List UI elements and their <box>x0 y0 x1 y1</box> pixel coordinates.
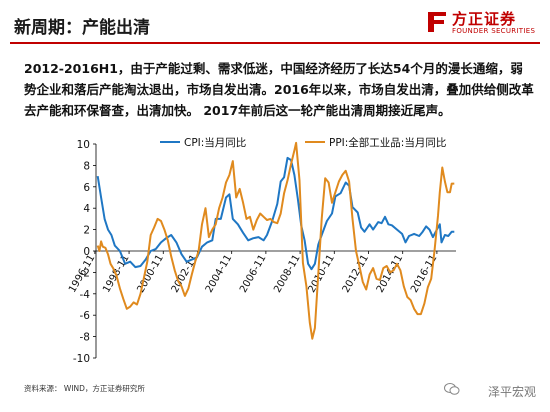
y-tick-label: -6 <box>80 310 91 322</box>
ppi-series-line <box>96 141 455 340</box>
y-tick-label: 4 <box>83 203 90 215</box>
page-title: 新周期：产能出清 <box>14 18 150 38</box>
y-tick-label: 2 <box>83 225 90 237</box>
y-tick-label: -2 <box>80 267 90 279</box>
logo-text-en: FOUNDER SECURITIES <box>452 27 536 35</box>
source-note: 资料来源： WIND，方正证券研究所 <box>24 384 145 393</box>
watermark: 泽平宏观 <box>487 385 536 399</box>
y-tick-label: 6 <box>83 182 90 194</box>
company-logo: 方正证券 FOUNDER SECURITIES <box>426 8 536 38</box>
legend-label: CPI:当月同比 <box>184 136 246 149</box>
y-tick-label: 10 <box>77 139 90 151</box>
y-tick-label: -10 <box>73 353 90 365</box>
y-tick-label: -8 <box>80 332 90 344</box>
header-divider <box>10 42 540 44</box>
x-tick-label: 2004-11 <box>204 253 234 295</box>
wechat-icon <box>444 383 460 395</box>
header: 新周期：产能出清 方正证券 FOUNDER SECURITIES <box>0 0 550 44</box>
logo-mark-icon <box>428 12 446 32</box>
legend-label: PPI:全部工业品:当月同比 <box>329 136 446 149</box>
logo-text-cn: 方正证券 <box>452 10 517 28</box>
y-tick-label: 0 <box>83 246 90 258</box>
x-tick-label: 2006-11 <box>238 253 268 295</box>
cpi-series-line <box>96 156 455 271</box>
x-tick-label: 2000-11 <box>135 253 165 295</box>
x-tick-label: 2016-11 <box>409 253 439 295</box>
x-tick-label: 2010-11 <box>306 253 336 295</box>
x-tick-label: 2008-11 <box>272 253 302 295</box>
y-tick-label: 8 <box>83 160 90 172</box>
summary-paragraph: 2012-2016H1，由于产能过剩、需求低迷，中国经济经历了长达54个月的漫长… <box>24 61 534 118</box>
y-tick-label: -4 <box>80 289 91 301</box>
